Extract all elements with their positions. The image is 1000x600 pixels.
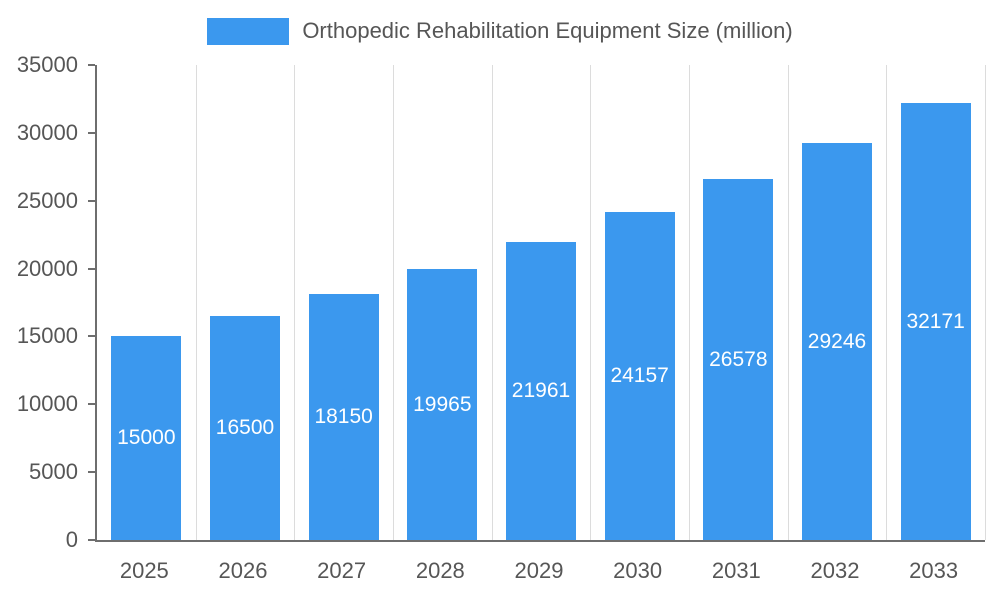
x-axis-tick-label: 2027 [317, 558, 367, 583]
vertical-gridline [590, 65, 591, 540]
y-axis-tick-mark [88, 403, 95, 406]
vertical-gridline [196, 65, 197, 540]
y-axis-tick-mark [88, 539, 95, 541]
bar-2026: 16500 [209, 316, 281, 540]
bar-2030: 24157 [604, 212, 675, 540]
y-axis-tick-label: 15000 [16, 323, 78, 349]
y-axis-tick-mark [88, 131, 95, 134]
vertical-gridline [492, 65, 493, 540]
bar-value-label: 29246 [807, 329, 867, 353]
vertical-gridline [393, 65, 394, 540]
x-axis-tick-label: 2029 [514, 558, 564, 583]
vertical-gridline [985, 65, 986, 540]
y-axis-tick-mark [88, 64, 95, 66]
x-axis-tick-label: 2033 [909, 558, 959, 583]
bar-2031: 26578 [703, 179, 774, 540]
y-axis-tick-label: 10000 [16, 391, 78, 417]
bar-value-label: 19965 [413, 392, 472, 416]
x-axis-tick-label: 2032 [810, 558, 860, 583]
bar-value-label: 15000 [117, 426, 176, 450]
vertical-gridline [886, 65, 887, 540]
y-axis: 0 5000 10000 15000 20000 25000 30000 35000 [0, 52, 95, 552]
y-axis-tick-label: 0 [65, 527, 78, 552]
bar-value-label: 24157 [610, 364, 669, 388]
x-axis-tick-label: 2028 [415, 558, 465, 583]
x-axis-tick-label: 2025 [119, 558, 169, 583]
bar-value-label: 16500 [215, 416, 275, 440]
x-axis-tick-label: 2030 [613, 558, 663, 583]
bar-2027: 18150 [308, 293, 379, 540]
y-axis-tick-mark [88, 267, 95, 270]
bar-2028: 19965 [407, 269, 478, 540]
bar-value-label: 21961 [511, 378, 571, 402]
x-axis-tick-label: 2031 [711, 558, 761, 583]
bar-2033: 32171 [900, 103, 971, 540]
bar-2029: 21961 [505, 241, 577, 540]
x-axis: 2025 2026 2027 2028 2029 2030 2031 2032 2033 [95, 550, 985, 590]
y-axis-tick-mark [88, 335, 95, 338]
bar-2025: 15000 [111, 336, 182, 540]
y-axis-tick-label: 5000 [29, 459, 78, 485]
x-axis-tick-label: 2026 [218, 558, 268, 583]
bar-value-label: 26578 [709, 347, 768, 371]
bar-value-label: 32171 [906, 309, 965, 333]
legend: Orthopedic Rehabilitation Equipment Size… [0, 17, 1000, 45]
y-axis-tick-label: 20000 [16, 255, 78, 281]
y-axis-tick-mark [88, 199, 95, 202]
plot-area: 15000 16500 18150 19965 21961 24157 26578 29246… [95, 65, 986, 542]
y-axis-tick-label: 35000 [16, 52, 78, 77]
vertical-gridline [788, 65, 789, 540]
vertical-gridline [294, 65, 295, 540]
bar-value-label: 18150 [314, 404, 373, 428]
legend-swatch [207, 17, 290, 45]
y-axis-tick-label: 25000 [16, 187, 78, 213]
y-axis-tick-label: 30000 [16, 119, 78, 145]
vertical-gridline [689, 65, 690, 540]
chart-title: Orthopedic Rehabilitation Equipment Size… [302, 18, 793, 43]
y-axis-tick-mark [88, 471, 95, 474]
bar-2032: 29246 [801, 143, 873, 540]
